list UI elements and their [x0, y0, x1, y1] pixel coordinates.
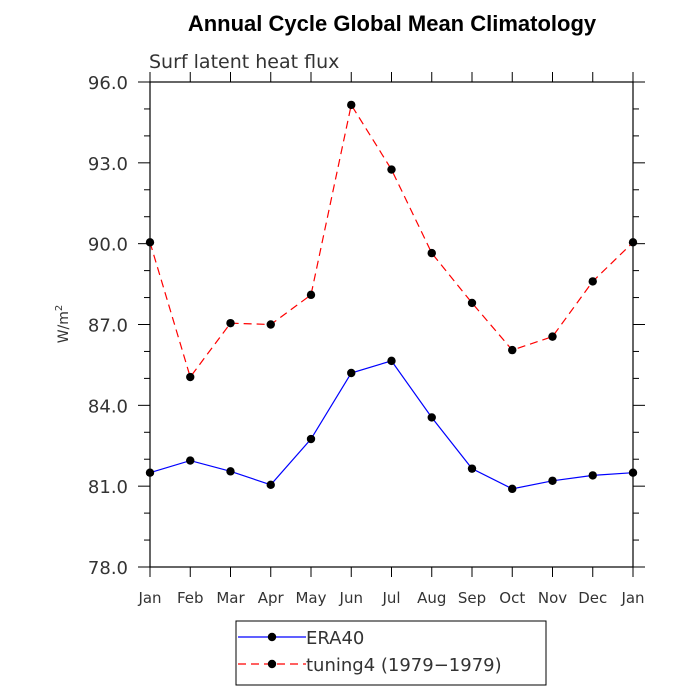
x-tick-label: May: [295, 589, 326, 607]
x-tick-label: Oct: [499, 589, 525, 607]
x-tick-label: Jun: [339, 589, 363, 607]
x-tick-label: Jan: [620, 589, 644, 607]
data-point: [548, 332, 557, 341]
legend-swatch-marker-era40: [267, 632, 277, 642]
chart-title: Annual Cycle Global Mean Climatology: [188, 11, 597, 36]
data-point: [588, 471, 597, 480]
x-tick-label: Nov: [538, 589, 567, 607]
series-line: [149, 103, 634, 379]
data-point: [548, 476, 557, 485]
data-point: [588, 277, 597, 286]
x-tick-label: Jan: [137, 589, 161, 607]
legend-box: [235, 620, 547, 686]
legend-label-tuning4: tuning4 (1979−1979): [306, 655, 502, 676]
data-point: [186, 372, 195, 382]
data-point: [186, 456, 195, 465]
series-1: [145, 100, 638, 382]
x-tick-label: Apr: [258, 589, 285, 607]
data-point: [226, 467, 235, 476]
series-line: [149, 360, 634, 490]
y-tick-label: 93.0: [88, 154, 128, 175]
data-point: [387, 165, 396, 174]
x-tick-label: Sep: [458, 589, 486, 607]
y-tick-label: 90.0: [88, 235, 128, 256]
y-tick-label: 84.0: [88, 396, 128, 417]
data-point: [427, 248, 436, 258]
series-0: [145, 356, 638, 494]
y-axis-label: W/m2: [54, 305, 72, 344]
series-layer: [145, 100, 638, 494]
data-point: [427, 413, 436, 422]
y-axis-ticks: [138, 81, 645, 568]
x-tick-label: Dec: [578, 589, 607, 607]
x-tick-label: Jul: [381, 589, 400, 607]
x-tick-label: Mar: [216, 589, 245, 607]
data-point: [347, 100, 356, 110]
data-point: [145, 468, 155, 477]
y-tick-label: 87.0: [88, 316, 128, 337]
data-point: [628, 238, 638, 247]
data-point: [628, 468, 638, 477]
data-point: [508, 484, 517, 494]
x-tick-label: Aug: [417, 589, 446, 607]
chart-subtitle: Surf latent heat flux: [149, 51, 339, 73]
data-point: [467, 298, 477, 308]
y-axis-label-exponent: 2: [54, 305, 65, 311]
legend-label-era40: ERA40: [306, 628, 364, 649]
y-tick-label: 78.0: [88, 558, 128, 579]
data-point: [145, 238, 155, 247]
y-axis-tick-labels: 78.0 81.0 84.0 87.0 90.0 93.0 96.0: [88, 73, 128, 579]
data-point: [387, 356, 396, 366]
data-point: [266, 320, 275, 329]
legend: ERA40 tuning4 (1979−1979): [235, 620, 547, 686]
data-point: [306, 434, 316, 444]
plot-frame: [149, 81, 634, 568]
x-tick-label: Feb: [177, 589, 204, 607]
data-point: [226, 318, 235, 328]
data-point: [508, 345, 517, 355]
y-tick-label: 81.0: [88, 477, 128, 498]
legend-swatch-marker-tuning4: [267, 659, 277, 669]
data-point: [306, 290, 316, 300]
y-axis-label-unit: W/m: [56, 311, 72, 343]
x-axis-ticks: [149, 72, 634, 577]
data-point: [266, 480, 275, 490]
data-point: [467, 464, 477, 473]
x-axis-tick-labels: Jan Feb Mar Apr May Jun Jul Aug Sep Oct Nov Dec Jan: [137, 589, 644, 607]
y-tick-label: 96.0: [88, 73, 128, 94]
data-point: [347, 368, 356, 378]
